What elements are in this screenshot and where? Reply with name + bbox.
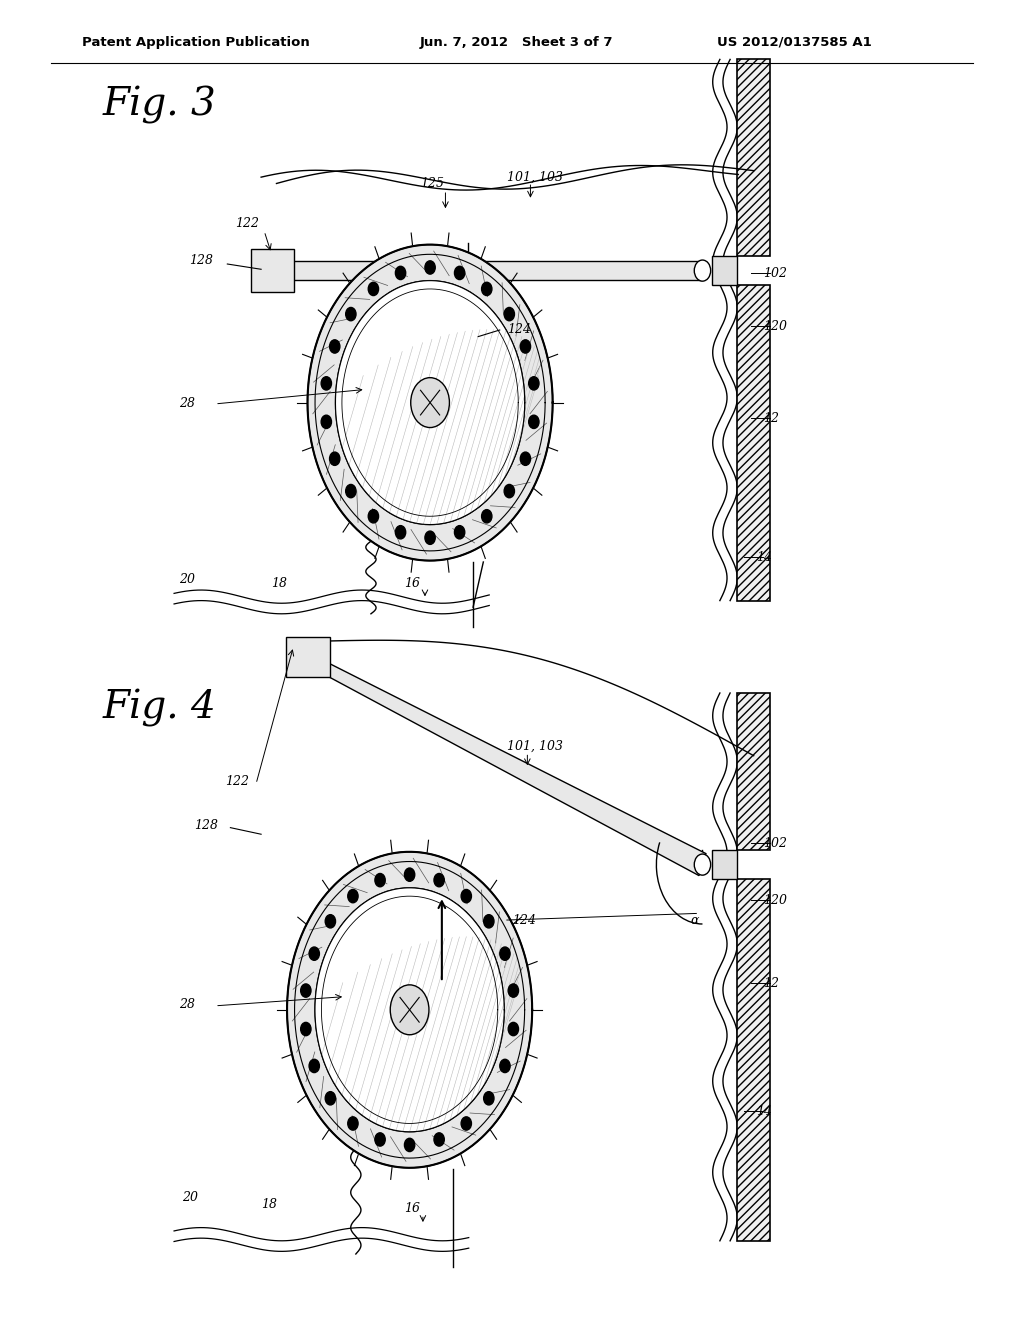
Circle shape	[520, 451, 530, 466]
Bar	[737, 879, 770, 1241]
Text: 122: 122	[236, 216, 259, 230]
Circle shape	[694, 854, 711, 875]
Circle shape	[330, 451, 340, 466]
Bar	[737, 693, 770, 850]
Text: 124: 124	[507, 322, 530, 335]
Circle shape	[528, 416, 539, 429]
Circle shape	[375, 874, 385, 887]
Circle shape	[346, 308, 356, 321]
Circle shape	[287, 851, 532, 1168]
Circle shape	[434, 874, 444, 887]
Bar	[712, 256, 737, 285]
Circle shape	[309, 1059, 319, 1073]
Text: 101, 103: 101, 103	[507, 739, 563, 752]
Bar	[287, 638, 330, 677]
Circle shape	[375, 1133, 385, 1146]
Text: α: α	[690, 913, 698, 927]
Text: US 2012/0137585 A1: US 2012/0137585 A1	[717, 36, 871, 49]
Text: 125: 125	[420, 177, 443, 190]
Text: Jun. 7, 2012   Sheet 3 of 7: Jun. 7, 2012 Sheet 3 of 7	[420, 36, 613, 49]
Circle shape	[504, 484, 514, 498]
Circle shape	[483, 915, 494, 928]
Bar	[737, 285, 770, 601]
Circle shape	[508, 1023, 518, 1036]
Text: 120: 120	[763, 319, 786, 333]
Circle shape	[694, 260, 711, 281]
Circle shape	[483, 1092, 494, 1105]
Text: 20: 20	[179, 573, 196, 586]
Text: 16: 16	[404, 577, 421, 590]
Circle shape	[336, 281, 524, 524]
Text: 28: 28	[179, 396, 196, 409]
Text: Fig. 3: Fig. 3	[102, 86, 216, 124]
Circle shape	[481, 282, 492, 296]
Bar	[251, 249, 294, 292]
Bar	[712, 850, 737, 879]
Circle shape	[425, 261, 435, 275]
Circle shape	[301, 1023, 311, 1036]
Circle shape	[369, 282, 379, 296]
Circle shape	[395, 267, 406, 280]
Circle shape	[301, 983, 311, 997]
Circle shape	[326, 1092, 336, 1105]
Text: 102: 102	[763, 837, 786, 850]
Text: 128: 128	[189, 253, 213, 267]
Circle shape	[348, 890, 358, 903]
Circle shape	[481, 510, 492, 523]
Text: 120: 120	[763, 894, 786, 907]
Bar	[737, 59, 770, 256]
Circle shape	[455, 525, 465, 539]
Circle shape	[425, 531, 435, 544]
Text: 14: 14	[756, 550, 772, 564]
Text: Fig. 4: Fig. 4	[102, 689, 216, 727]
Circle shape	[322, 416, 332, 429]
Circle shape	[346, 484, 356, 498]
Circle shape	[500, 1059, 510, 1073]
Circle shape	[500, 946, 510, 961]
Circle shape	[395, 525, 406, 539]
Circle shape	[315, 888, 504, 1131]
Bar	[276, 260, 702, 280]
Text: 122: 122	[225, 775, 249, 788]
Text: 20: 20	[182, 1191, 199, 1204]
Text: 12: 12	[763, 412, 779, 425]
Circle shape	[326, 915, 336, 928]
Text: 14: 14	[756, 1105, 772, 1118]
Text: 101, 103: 101, 103	[507, 170, 563, 183]
Circle shape	[461, 890, 471, 903]
Circle shape	[322, 376, 332, 389]
Circle shape	[309, 946, 319, 961]
Circle shape	[369, 510, 379, 523]
Text: 128: 128	[195, 818, 218, 832]
Circle shape	[504, 308, 514, 321]
Circle shape	[528, 376, 539, 389]
Circle shape	[390, 985, 429, 1035]
Text: 102: 102	[763, 267, 786, 280]
Text: Patent Application Publication: Patent Application Publication	[82, 36, 309, 49]
Circle shape	[330, 339, 340, 354]
Text: 28: 28	[179, 998, 196, 1011]
Text: 12: 12	[763, 977, 779, 990]
Polygon shape	[302, 651, 706, 875]
Circle shape	[348, 1117, 358, 1130]
Circle shape	[404, 869, 415, 882]
Circle shape	[434, 1133, 444, 1146]
Text: 16: 16	[404, 1201, 421, 1214]
Circle shape	[508, 983, 518, 997]
Circle shape	[404, 1138, 415, 1151]
Circle shape	[455, 267, 465, 280]
Text: 18: 18	[271, 577, 288, 590]
Circle shape	[411, 378, 450, 428]
Text: 124: 124	[512, 913, 536, 927]
Circle shape	[461, 1117, 471, 1130]
Circle shape	[307, 244, 553, 561]
Text: 18: 18	[261, 1197, 278, 1210]
Circle shape	[520, 339, 530, 354]
